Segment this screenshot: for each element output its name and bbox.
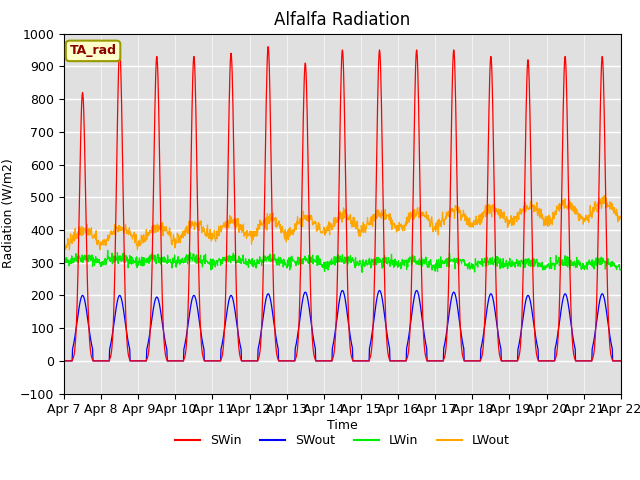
SWin — [246, 358, 254, 364]
LWin — [60, 259, 68, 264]
SWout — [616, 358, 624, 364]
LWin — [246, 261, 254, 266]
LWin — [551, 262, 559, 267]
Legend: SWin, SWout, LWin, LWout: SWin, SWout, LWin, LWout — [170, 429, 515, 452]
SWin — [502, 358, 509, 364]
LWout — [60, 241, 68, 247]
LWin — [358, 269, 366, 275]
SWout — [246, 358, 254, 364]
SWout — [60, 358, 68, 364]
LWout — [429, 229, 436, 235]
LWin — [104, 248, 111, 253]
Y-axis label: Radiation (W/m2): Radiation (W/m2) — [1, 159, 14, 268]
SWout — [502, 358, 509, 364]
LWout — [601, 192, 609, 198]
LWout — [616, 215, 624, 221]
LWin — [171, 252, 179, 258]
Line: SWin: SWin — [64, 47, 620, 361]
LWin — [502, 261, 510, 266]
Text: TA_rad: TA_rad — [70, 44, 116, 58]
SWin — [616, 358, 624, 364]
Line: LWout: LWout — [64, 195, 620, 250]
SWin — [264, 44, 272, 49]
SWin — [551, 358, 559, 364]
LWout — [502, 219, 509, 225]
LWin — [429, 264, 437, 270]
LWout — [551, 211, 559, 217]
SWin — [429, 358, 436, 364]
Line: SWout: SWout — [64, 290, 620, 361]
SWout — [170, 358, 178, 364]
LWout — [171, 235, 179, 241]
SWin — [170, 358, 178, 364]
SWin — [184, 317, 191, 323]
SWout — [184, 324, 191, 330]
LWin — [184, 252, 192, 258]
SWout — [551, 358, 559, 364]
Line: LWin: LWin — [64, 251, 620, 272]
X-axis label: Time: Time — [327, 419, 358, 432]
SWout — [339, 288, 346, 293]
LWout — [246, 230, 254, 236]
SWin — [60, 358, 68, 364]
Title: Alfalfa Radiation: Alfalfa Radiation — [275, 11, 410, 29]
LWin — [616, 267, 624, 273]
SWout — [429, 358, 436, 364]
LWout — [65, 247, 73, 252]
LWout — [184, 223, 192, 229]
